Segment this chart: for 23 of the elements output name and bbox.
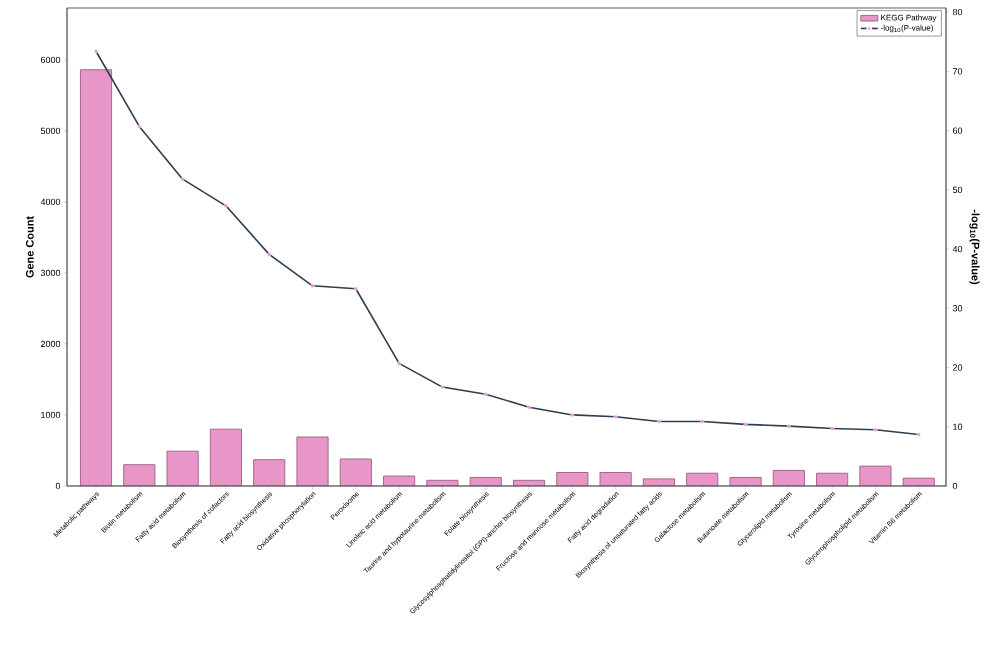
y-tick-label: 3000: [40, 269, 61, 277]
bar: [253, 459, 286, 486]
y-tick-label: 6000: [40, 56, 61, 64]
y2-tick-label: 70: [952, 68, 963, 75]
y-tick-label: 5000: [40, 127, 61, 135]
bar: [166, 450, 199, 486]
y-tick-label: 0: [55, 482, 61, 490]
bar: [79, 69, 113, 486]
y-axis-title: Gene Count: [25, 216, 34, 278]
bar: [123, 464, 156, 486]
y2-tick-label: 40: [952, 245, 963, 253]
y2-axis-title: -log$_{10}$(P-value): [969, 209, 980, 285]
y-tick-label: 4000: [40, 198, 61, 206]
y2-tick-label: 30: [952, 305, 963, 312]
bar: [209, 428, 242, 486]
y2-tick-label: 50: [952, 186, 963, 194]
y2-tick-label: 80: [952, 8, 963, 16]
y2-tick-label: 60: [952, 127, 963, 134]
y2-tick-label: 0: [952, 482, 958, 490]
y-tick-label: 2000: [40, 340, 61, 348]
y2-tick-label: 20: [952, 364, 963, 371]
y2-tick-label: 10: [953, 423, 963, 430]
y-tick-label: 1000: [41, 411, 61, 419]
